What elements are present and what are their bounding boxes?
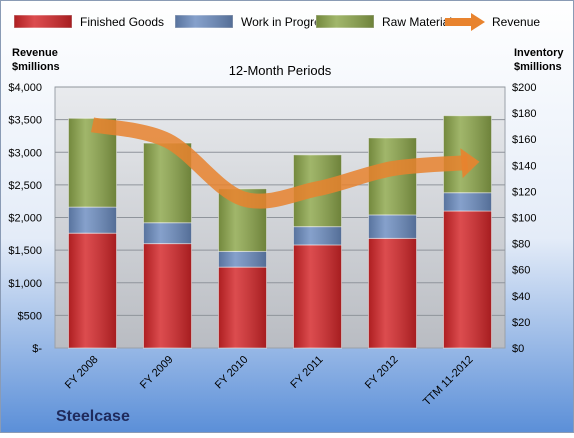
right-tick-label: $100 xyxy=(512,213,536,225)
right-tick-label: $160 xyxy=(512,134,536,146)
bar-finished-goods-shade xyxy=(144,244,192,348)
right-tick-label: $200 xyxy=(512,82,536,94)
bar-finished-goods-shade xyxy=(69,233,117,348)
bar-work-in-progress-shade xyxy=(144,223,192,244)
left-tick-label: $500 xyxy=(18,310,42,322)
bar-finished-goods-shade xyxy=(369,238,417,348)
left-tick-label: $1,000 xyxy=(8,278,42,290)
legend-swatch-shade xyxy=(316,15,374,28)
bar-finished-goods-shade xyxy=(444,211,492,348)
chart-title: 12-Month Periods xyxy=(229,63,332,78)
right-tick-label: $60 xyxy=(512,265,530,277)
bar-work-in-progress-shade xyxy=(444,193,492,211)
legend-label: Revenue xyxy=(492,15,540,29)
left-tick-label: $3,500 xyxy=(8,115,42,127)
left-tick-label: $4,000 xyxy=(8,82,42,94)
left-tick-label: $2,000 xyxy=(8,213,42,225)
left-tick-label: $- xyxy=(32,343,42,355)
right-tick-label: $20 xyxy=(512,317,530,329)
legend-swatch-shade xyxy=(175,15,233,28)
left-tick-label: $3,000 xyxy=(8,147,42,159)
bar-finished-goods-shade xyxy=(219,267,267,348)
company-name: Steelcase xyxy=(56,408,130,425)
legend-label: Finished Goods xyxy=(80,15,164,29)
right-tick-label: $180 xyxy=(512,108,536,120)
bar-work-in-progress-shade xyxy=(294,227,342,245)
right-axis-label-line1: Inventory xyxy=(514,47,564,59)
bar-work-in-progress-shade xyxy=(369,215,417,238)
left-tick-label: $1,500 xyxy=(8,245,42,257)
bar-finished-goods-shade xyxy=(294,245,342,348)
right-tick-label: $80 xyxy=(512,239,530,251)
right-tick-label: $140 xyxy=(512,160,536,172)
right-tick-label: $40 xyxy=(512,291,530,303)
right-axis-label-line2: $millions xyxy=(514,61,562,73)
right-tick-label: $120 xyxy=(512,186,536,198)
bar-work-in-progress-shade xyxy=(219,251,267,267)
left-axis-label-line1: Revenue xyxy=(12,47,58,59)
legend-swatch-shade xyxy=(14,15,72,28)
right-tick-label: $0 xyxy=(512,343,524,355)
left-axis-label-line2: $millions xyxy=(12,61,60,73)
bar-work-in-progress-shade xyxy=(69,207,117,233)
left-tick-label: $2,500 xyxy=(8,180,42,192)
